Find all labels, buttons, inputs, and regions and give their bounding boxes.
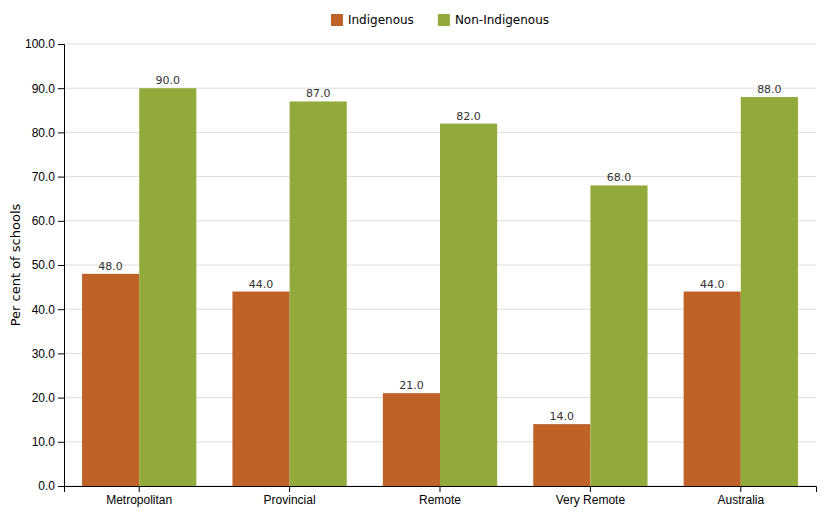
x-tick: Remote — [419, 486, 461, 507]
grid — [64, 44, 816, 486]
x-tick-label: Australia — [717, 493, 764, 507]
data-label: 87.0 — [306, 87, 331, 100]
bar — [383, 393, 440, 486]
y-tick: 60.0 — [32, 214, 64, 228]
y-tick-label: 0.0 — [38, 479, 55, 493]
bar — [232, 292, 289, 486]
y-tick-mark — [58, 353, 64, 354]
data-label: 90.0 — [156, 74, 181, 87]
y-tick: 70.0 — [32, 170, 64, 184]
data-label: 14.0 — [550, 410, 575, 423]
chart: 48.0 44.0 21.0 14.0 44.0 90.0 87.0 82.0 68.0 88.0… — [0, 0, 836, 526]
y-tick-label: 10.0 — [32, 435, 56, 449]
legend-label: Non-Indigenous — [455, 13, 549, 27]
y-tick: 100.0 — [25, 37, 64, 51]
y-tick: 10.0 — [32, 435, 64, 449]
x-tick-label: Very Remote — [556, 493, 626, 507]
x-tick-label: Provincial — [264, 493, 316, 507]
x-tick: Very Remote — [556, 486, 626, 507]
y-tick-label: 60.0 — [32, 214, 56, 228]
y-tick: 50.0 — [32, 258, 64, 272]
data-label: 21.0 — [399, 379, 424, 392]
x-tick-label: Metropolitan — [106, 493, 172, 507]
y-tick-label: 50.0 — [32, 258, 56, 272]
y-tick-mark — [58, 442, 64, 443]
x-tick-mark — [289, 486, 290, 492]
x-tick-mark — [440, 486, 441, 492]
y-tick-mark — [58, 265, 64, 266]
legend-label: Indigenous — [348, 13, 414, 27]
y-tick-mark — [58, 486, 64, 487]
data-label: 48.0 — [98, 260, 123, 273]
x-tick: Australia — [717, 486, 764, 507]
data-label: 82.0 — [456, 110, 481, 123]
legend-item: Non-Indigenous — [438, 13, 549, 27]
bar — [82, 274, 139, 486]
legend-swatch — [331, 14, 343, 26]
y-tick: 90.0 — [32, 82, 64, 96]
x-axis-line — [65, 487, 817, 493]
bar — [440, 124, 497, 486]
y-tick-mark — [58, 88, 64, 89]
x-tick: Provincial — [264, 486, 316, 507]
y-tick: 0.0 — [38, 479, 64, 493]
y-tick: 30.0 — [32, 347, 64, 361]
y-axis-title: Per cent of schools — [8, 203, 23, 326]
y-tick-label: 30.0 — [32, 347, 56, 361]
y-tick-mark — [58, 221, 64, 222]
data-labels: 48.0 44.0 21.0 14.0 44.0 90.0 87.0 82.0 68.0 88.0 — [98, 74, 781, 423]
x-tick-mark — [139, 486, 140, 492]
y-tick: 40.0 — [32, 303, 64, 317]
plot: 48.0 44.0 21.0 14.0 44.0 90.0 87.0 82.0 68.0 88.0… — [25, 37, 817, 506]
y-tick-label: 90.0 — [32, 82, 56, 96]
y-axis: 0.0 10.0 20.0 30.0 40.0 50.0 60.0 70.0 80.0 90.0 1… — [25, 37, 65, 493]
legend: Indigenous Non-Indigenous — [331, 13, 549, 27]
y-tick: 20.0 — [32, 391, 64, 405]
data-label: 88.0 — [757, 83, 782, 96]
y-tick-mark — [58, 177, 64, 178]
y-tick-mark — [58, 44, 64, 45]
y-tick-label: 20.0 — [32, 391, 56, 405]
bar — [590, 185, 647, 486]
x-axis: Metropolitan Provincial Remote Very Remote A… — [65, 486, 817, 507]
y-tick-label: 80.0 — [32, 126, 56, 140]
y-tick-mark — [58, 132, 64, 133]
legend-swatch — [438, 14, 450, 26]
y-tick-label: 100.0 — [25, 37, 55, 51]
data-label: 44.0 — [249, 278, 273, 291]
bars — [82, 88, 798, 486]
bar — [533, 424, 590, 486]
bar — [684, 292, 741, 486]
y-tick-mark — [58, 309, 64, 310]
legend-item: Indigenous — [331, 13, 414, 27]
y-tick: 80.0 — [32, 126, 64, 140]
data-label: 44.0 — [700, 278, 725, 291]
bar — [139, 88, 196, 486]
grid-line — [64, 44, 816, 45]
y-tick-label: 40.0 — [32, 303, 56, 317]
x-tick-mark — [590, 486, 591, 492]
x-tick-mark — [740, 486, 741, 492]
bar — [290, 101, 347, 486]
x-tick: Metropolitan — [106, 486, 172, 507]
y-tick-mark — [58, 398, 64, 399]
y-tick-label: 70.0 — [32, 170, 56, 184]
y-axis-line — [58, 45, 65, 487]
x-tick-label: Remote — [419, 493, 461, 507]
data-label: 68.0 — [607, 171, 632, 184]
bar — [741, 97, 798, 486]
